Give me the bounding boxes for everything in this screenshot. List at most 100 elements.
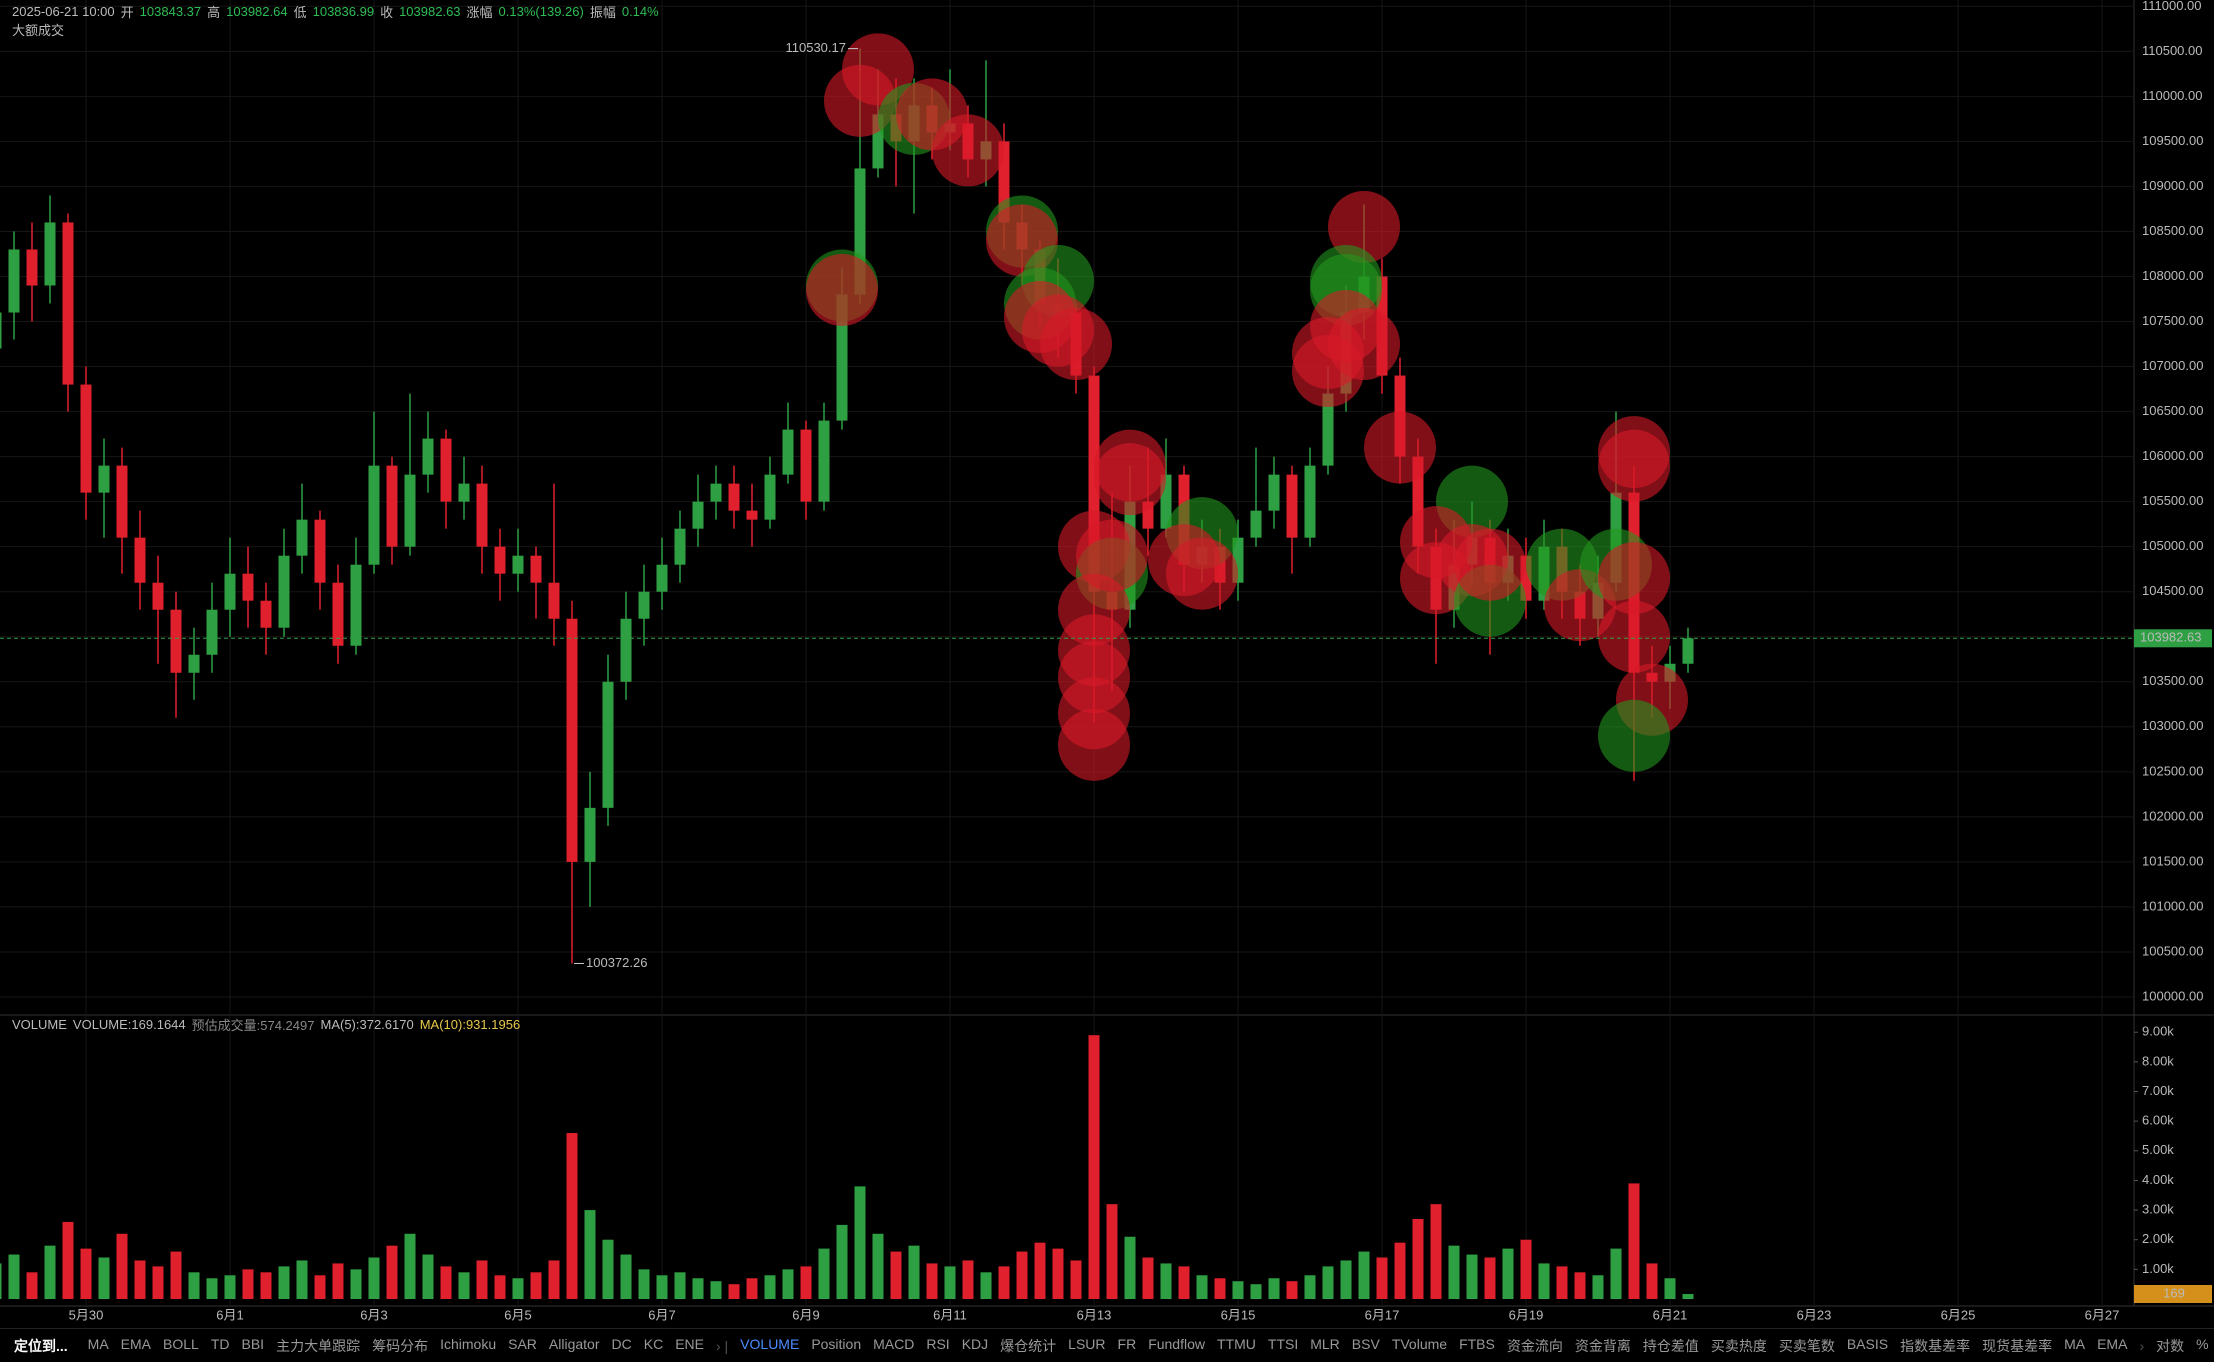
value: 预估成交量:574.2497 xyxy=(191,1018,315,1033)
label: 振幅 xyxy=(589,5,616,20)
indicator-button[interactable]: LSUR xyxy=(1068,1335,1106,1352)
indicator-button[interactable]: FTBS xyxy=(1459,1335,1495,1352)
volume-bar xyxy=(134,1260,146,1299)
volume-bar xyxy=(458,1272,470,1299)
candle-body xyxy=(224,573,236,610)
indicator-button[interactable]: RSI xyxy=(926,1335,950,1352)
indicator-button[interactable]: 对数 xyxy=(2156,1337,2185,1354)
x-tick-label: 6月11 xyxy=(933,1307,967,1322)
y-tick-label: 110000.00 xyxy=(2142,88,2203,103)
x-tick-label: 6月25 xyxy=(1941,1307,1976,1322)
label: 涨幅 xyxy=(466,5,493,20)
indicator-button[interactable]: BSV xyxy=(1351,1335,1380,1352)
label: 低 xyxy=(293,5,307,20)
y-tick-label: 106000.00 xyxy=(2142,448,2203,463)
volume-bar xyxy=(80,1248,92,1299)
volume-bar xyxy=(26,1272,38,1299)
large-trade-bubble xyxy=(1094,443,1166,516)
indicator-button[interactable]: 资金流向 xyxy=(1506,1337,1563,1354)
indicator-button[interactable]: Fundflow xyxy=(1148,1335,1205,1352)
candle-body xyxy=(602,681,614,808)
volume-bar xyxy=(62,1221,74,1299)
indicator-button[interactable]: 爆仓统计 xyxy=(1000,1337,1057,1354)
indicator-button[interactable]: EMA xyxy=(2097,1335,2128,1352)
indicator-button[interactable]: TTMU xyxy=(1217,1335,1256,1352)
indicator-button[interactable]: Alligator xyxy=(548,1335,600,1352)
indicator-button[interactable]: 持仓差值 xyxy=(1642,1337,1699,1354)
label: 大额成交 xyxy=(12,23,65,38)
y-tick-label: 100000.00 xyxy=(2142,988,2203,1003)
indicator-button[interactable]: MLR xyxy=(1310,1335,1340,1352)
indicator-button[interactable]: KDJ xyxy=(961,1335,989,1352)
indicator-button[interactable]: BBI xyxy=(241,1335,265,1352)
volume-bar xyxy=(818,1248,830,1299)
indicator-button[interactable]: ENE xyxy=(675,1335,704,1352)
indicator-button[interactable]: KC xyxy=(643,1335,664,1352)
volume-bar xyxy=(998,1266,1010,1299)
indicator-button[interactable]: % xyxy=(2196,1335,2209,1352)
large-trades-toggle[interactable]: 大额成交 xyxy=(12,20,64,39)
value: 103982.64 xyxy=(226,4,288,19)
candle-body xyxy=(818,420,830,502)
volume-bar xyxy=(1466,1254,1478,1299)
datetime: 2025-06-21 10:00 xyxy=(12,4,115,19)
indicator-button[interactable]: 指数基差率 xyxy=(1900,1337,1971,1354)
x-tick-label: 6月21 xyxy=(1653,1307,1688,1322)
candle-body xyxy=(566,618,578,862)
candle-body xyxy=(710,483,722,502)
indicator-button[interactable]: VOLUME xyxy=(740,1335,800,1352)
volume-bar xyxy=(116,1233,128,1299)
indicator-button[interactable]: DC xyxy=(611,1335,632,1352)
volume-bar xyxy=(872,1233,884,1299)
indicator-button[interactable]: 主力大单跟踪 xyxy=(276,1337,361,1354)
indicator-button[interactable]: 现货基差率 xyxy=(1982,1337,2053,1354)
volume-bar xyxy=(1232,1281,1244,1299)
indicator-button[interactable]: 买卖热度 xyxy=(1710,1337,1767,1354)
volume-bar xyxy=(1016,1251,1028,1299)
volume-bar xyxy=(638,1269,650,1299)
volume-bar xyxy=(242,1269,254,1299)
indicator-button[interactable]: BASIS xyxy=(1846,1335,1889,1352)
volume-bar xyxy=(548,1260,560,1299)
y-tick-label: 111000.00 xyxy=(2142,0,2202,13)
indicator-button[interactable]: Position xyxy=(811,1335,862,1352)
y-tick-label: 106500.00 xyxy=(2142,403,2203,418)
indicator-button[interactable]: EMA xyxy=(120,1335,152,1352)
large-trade-bubble xyxy=(932,114,1004,187)
candle-body xyxy=(188,654,200,673)
candle-body xyxy=(872,114,884,169)
indicator-button[interactable]: TD xyxy=(210,1335,230,1352)
volume-bar xyxy=(1664,1278,1676,1299)
indicator-button[interactable]: TTSI xyxy=(1267,1335,1299,1352)
indicator-button[interactable]: SAR xyxy=(508,1335,537,1352)
indicator-button[interactable]: MA xyxy=(2064,1335,2086,1352)
volume-bar xyxy=(332,1263,344,1299)
indicator-button[interactable]: BOLL xyxy=(163,1335,199,1352)
candle-body xyxy=(98,465,110,493)
indicator-button[interactable]: TVolume xyxy=(1391,1335,1448,1352)
value: 0.13%(139.26) xyxy=(498,4,584,19)
volume-bar xyxy=(296,1260,308,1299)
volume-bar xyxy=(224,1275,236,1299)
indicator-button[interactable]: 买卖笔数 xyxy=(1778,1337,1835,1354)
locate-button[interactable]: 定位到... xyxy=(14,1337,68,1354)
main-indicators: MA EMA BOLL TD BBI 主力大单跟踪 筹码分布 Ichimoku SAR Allig… xyxy=(82,1336,710,1356)
candle-body xyxy=(530,555,542,583)
volume-bar xyxy=(674,1272,686,1299)
indicator-button[interactable]: 筹码分布 xyxy=(372,1337,429,1354)
y-tick-label: 109000.00 xyxy=(2142,178,2203,193)
volume-bar xyxy=(1538,1263,1550,1299)
candle-body xyxy=(44,222,56,286)
indicator-button[interactable]: MACD xyxy=(873,1335,915,1352)
indicator-button[interactable]: 资金背离 xyxy=(1574,1337,1631,1354)
volume-bar xyxy=(278,1266,290,1299)
volume-bar xyxy=(188,1272,200,1299)
toolbar: 定位到... MA EMA BOLL TD BBI 主力大单跟踪 筹码分布 Ichimoku S… xyxy=(0,1328,2214,1362)
volume-bar xyxy=(728,1284,740,1299)
indicator-button[interactable]: MA xyxy=(87,1335,109,1352)
volume-bar xyxy=(980,1272,992,1299)
indicator-button[interactable]: Ichimoku xyxy=(440,1335,497,1352)
indicator-button[interactable]: FR xyxy=(1117,1335,1137,1352)
candle-body xyxy=(836,294,848,421)
volume-bar xyxy=(476,1260,488,1299)
